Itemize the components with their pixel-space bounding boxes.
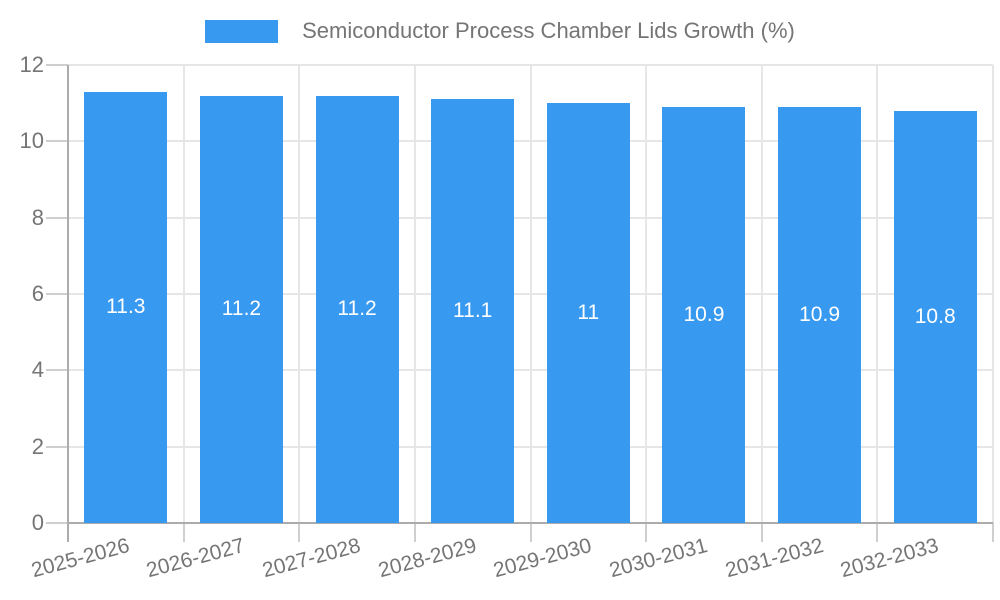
- x-gridline: [645, 65, 648, 523]
- y-axis-tick-label: 2: [31, 433, 44, 459]
- bar[interactable]: [546, 103, 630, 523]
- x-axis-tick: [760, 523, 763, 542]
- y-axis-tick-label: 4: [31, 357, 44, 383]
- bar[interactable]: [662, 106, 746, 523]
- legend[interactable]: Semiconductor Process Chamber Lids Growt…: [0, 18, 1000, 44]
- bar-value-label: 10.9: [799, 302, 840, 326]
- bar-value-label: 10.9: [683, 302, 725, 326]
- x-gridline: [876, 65, 879, 523]
- bar[interactable]: [84, 91, 168, 523]
- legend-swatch-icon: [205, 19, 279, 43]
- y-axis-tick-label: 12: [19, 52, 44, 77]
- y-axis-line: [67, 65, 69, 542]
- y-axis-tick-label: 6: [31, 281, 44, 306]
- bar[interactable]: [778, 106, 862, 523]
- x-gridline: [182, 65, 185, 523]
- x-gridline: [413, 65, 416, 523]
- bar[interactable]: [431, 99, 515, 523]
- x-gridline: [760, 65, 763, 523]
- y-axis-tick: [46, 293, 68, 295]
- bar-value-label: 10.8: [914, 304, 956, 328]
- x-axis-tick: [645, 523, 648, 542]
- x-axis-tick: [876, 523, 879, 542]
- x-axis-tick: [182, 523, 185, 542]
- x-axis-tick: [298, 523, 301, 542]
- y-axis-tick: [46, 445, 68, 448]
- bar-value-label: 11.1: [453, 299, 493, 323]
- y-axis-tick: [46, 64, 68, 66]
- y-axis-tick: [46, 216, 68, 219]
- legend-label: Semiconductor Process Chamber Lids Growt…: [302, 18, 795, 43]
- x-gridline: [992, 65, 994, 523]
- x-gridline: [529, 65, 532, 523]
- x-axis-line: [68, 522, 993, 524]
- y-axis-tick: [46, 522, 68, 524]
- bar-value-label: 11: [577, 301, 600, 325]
- x-axis-tick: [992, 523, 994, 542]
- bar[interactable]: [315, 95, 399, 523]
- y-axis-tick-label: 10: [19, 128, 44, 154]
- y-axis-tick: [46, 140, 68, 143]
- bar[interactable]: [199, 95, 283, 523]
- bar-value-label: 11.3: [106, 295, 146, 319]
- bar-value-label: 11.2: [221, 297, 262, 321]
- y-axis-tick-label: 8: [31, 204, 44, 230]
- bar-value-label: 11.2: [337, 297, 377, 321]
- x-gridline: [298, 65, 301, 523]
- x-axis-tick: [529, 523, 532, 542]
- y-axis-tick: [46, 369, 68, 372]
- bar[interactable]: [893, 110, 977, 523]
- y-axis-tick-label: 0: [31, 510, 44, 535]
- x-axis-tick: [413, 523, 416, 542]
